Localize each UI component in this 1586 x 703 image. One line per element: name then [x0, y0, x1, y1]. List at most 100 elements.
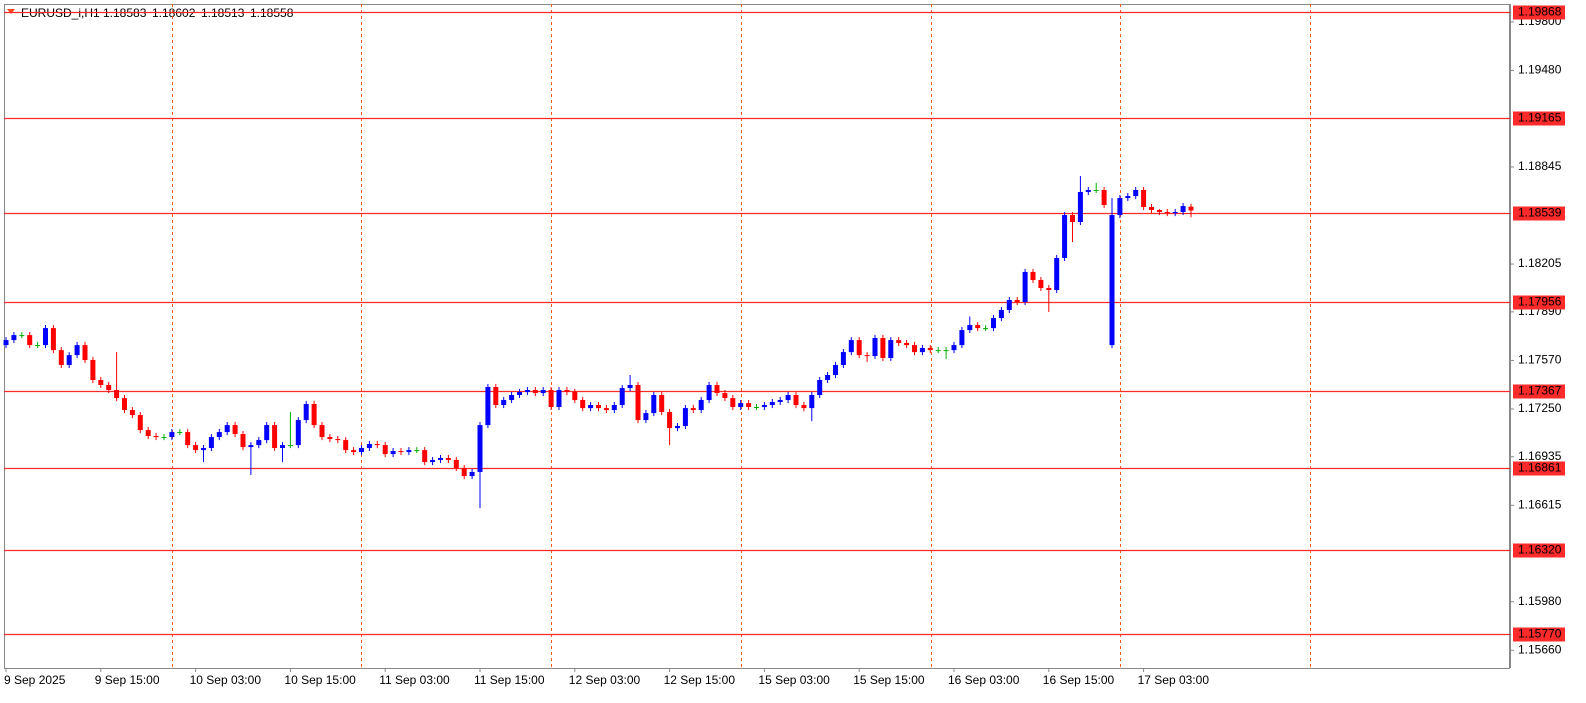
candle-body [106, 385, 112, 391]
candle-body [193, 445, 199, 451]
candle-body [232, 425, 238, 435]
x-tick-label: 17 Sep 03:00 [1138, 673, 1210, 687]
candle-body [651, 395, 657, 414]
candle-body [1125, 196, 1131, 199]
candle-body [564, 390, 570, 392]
x-tick-label: 12 Sep 03:00 [569, 673, 641, 687]
candle-body [572, 391, 578, 401]
price-level-box [1513, 627, 1565, 642]
candle-body [264, 425, 270, 441]
candle-body [919, 347, 925, 353]
candle-body [82, 345, 88, 360]
candle-body [343, 440, 349, 451]
candle-body [761, 405, 767, 408]
y-tick-label: 1.19480 [1518, 63, 1562, 77]
candle-body [667, 412, 673, 429]
candle-body [690, 408, 696, 411]
candle-body [588, 405, 594, 409]
candle-body [19, 335, 25, 337]
candle-body [58, 350, 64, 365]
y-tick-label: 1.17250 [1518, 401, 1562, 415]
candle-body [43, 328, 48, 346]
x-tick-label: 9 Sep 2025 [4, 673, 66, 687]
candle-body [619, 388, 625, 406]
candle-body [682, 408, 688, 426]
symbol: EURUSD_i,H1 [21, 6, 100, 20]
candle-body [1077, 191, 1083, 223]
x-tick-label: 15 Sep 03:00 [758, 673, 830, 687]
candle-body [888, 340, 894, 358]
candle-body [904, 342, 910, 346]
price-level-box [1513, 384, 1565, 399]
candle-body [422, 450, 428, 463]
candle-body [580, 400, 586, 409]
candle-body [1188, 206, 1194, 211]
candle-body [74, 345, 80, 356]
candle-body [698, 400, 704, 411]
candle-body [311, 403, 317, 426]
candle-body [27, 335, 33, 346]
price-level-label: 1.17956 [1518, 295, 1562, 309]
candle-body [896, 340, 902, 343]
candle-body [287, 445, 293, 447]
candle-body [714, 385, 720, 394]
x-tick-label: 10 Sep 03:00 [190, 673, 262, 687]
candle-body [627, 385, 633, 389]
candle-body [335, 439, 341, 441]
candle-body [453, 459, 459, 469]
candle-body [548, 390, 554, 408]
candle-body [406, 450, 412, 453]
candle-body [98, 379, 104, 386]
candle-body [1180, 206, 1186, 213]
candle-body [185, 432, 191, 446]
candle-body [1117, 198, 1123, 216]
candle-body [817, 379, 823, 396]
candle-body [880, 337, 886, 358]
candle-body [998, 310, 1004, 319]
price-level-label: 1.19868 [1518, 5, 1562, 19]
x-tick-label: 16 Sep 15:00 [1043, 673, 1115, 687]
candle-body [509, 395, 515, 401]
candle-body [153, 435, 159, 438]
low-value: 1.18513 [201, 6, 245, 20]
candle-body [643, 413, 649, 421]
y-tick-label: 1.18205 [1518, 256, 1562, 270]
candle-body [1046, 288, 1052, 291]
candle-body [848, 340, 854, 353]
candle-body [935, 350, 941, 352]
candle-body [1062, 215, 1068, 258]
candle-body [754, 407, 759, 409]
candle-body [1014, 300, 1020, 302]
y-tick-label: 1.17570 [1518, 353, 1562, 367]
candle-body [493, 386, 499, 406]
candle-body [248, 445, 254, 448]
candle-body [35, 345, 41, 347]
candle-body [208, 437, 214, 448]
candle-body [1133, 189, 1139, 197]
header-arrow [7, 9, 15, 14]
x-tick-label: 11 Sep 15:00 [474, 673, 545, 687]
candle-body [137, 415, 143, 431]
x-tick-label: 10 Sep 15:00 [284, 673, 356, 687]
candle-body [50, 328, 56, 351]
candle-body [540, 390, 546, 394]
candle-body [959, 330, 965, 346]
candle-body [856, 340, 862, 356]
candle-body [840, 352, 846, 365]
candle-body [224, 425, 230, 433]
candle-body [1085, 189, 1091, 192]
candle-body [532, 390, 538, 394]
x-tick-label: 16 Sep 03:00 [948, 673, 1020, 687]
price-level-box [1513, 295, 1565, 310]
candle-body [730, 398, 736, 408]
candle-body [129, 410, 135, 416]
candle-body [793, 395, 799, 406]
price-level-label: 1.16320 [1518, 543, 1562, 557]
candle-body [556, 390, 562, 408]
x-tick-label: 11 Sep 03:00 [379, 673, 450, 687]
candle-body [1093, 189, 1099, 191]
candle-body [1022, 271, 1028, 302]
candle-body [1109, 215, 1115, 346]
candle-body [738, 403, 744, 408]
